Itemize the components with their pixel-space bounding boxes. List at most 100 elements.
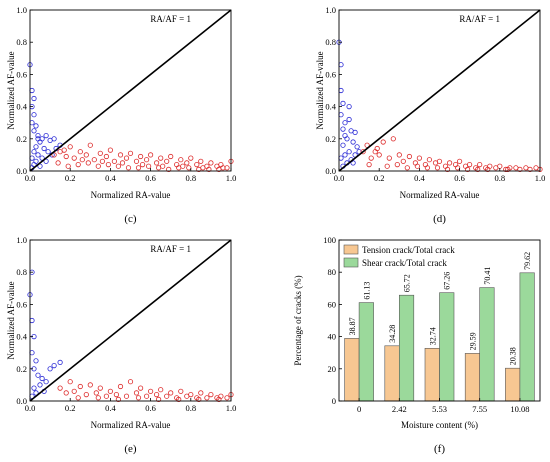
data-point: [198, 390, 204, 396]
data-point: [51, 362, 57, 369]
data-point: [338, 87, 344, 94]
bar-value-label: 61.13: [362, 282, 371, 300]
data-point: [75, 395, 81, 401]
data-point: [475, 166, 481, 172]
ra-af-annotation: RA/AF = 1: [150, 244, 191, 254]
data-point: [396, 152, 402, 158]
plot-frame: [29, 9, 232, 172]
data-point: [376, 152, 382, 158]
y-tick-label: 40: [328, 332, 337, 342]
bar-value-label: 32.74: [428, 327, 437, 345]
data-point: [456, 158, 463, 164]
legend-label: Tension crack/Total crack: [362, 245, 455, 255]
bar: [464, 353, 481, 402]
data-point: [35, 133, 41, 139]
data-point: [115, 163, 122, 169]
data-point: [364, 142, 370, 148]
data-point: [487, 163, 493, 169]
y-tick-label: 1.0: [16, 5, 27, 15]
data-point: [354, 144, 360, 150]
data-point: [497, 163, 503, 169]
diagonal-line: [29, 239, 232, 402]
data-point: [29, 87, 35, 94]
bar: [424, 347, 440, 402]
data-point: [133, 158, 140, 164]
data-point: [57, 359, 63, 365]
data-point: [346, 149, 352, 155]
y-tick-label: 0.2: [16, 364, 27, 374]
data-point: [29, 120, 35, 126]
x-tick-label: 0.8: [185, 403, 196, 413]
data-point: [123, 155, 130, 161]
data-point: [41, 145, 47, 152]
data-point: [414, 163, 420, 169]
x-tick-label: 0.8: [185, 173, 196, 183]
data-point: [95, 395, 101, 401]
x-tick-label: 0.6: [454, 173, 465, 183]
data-point: [117, 152, 124, 158]
data-point: [107, 147, 114, 153]
x-tick-label: 0.2: [65, 173, 76, 183]
y-axis-label: Normalized AF-value: [315, 51, 325, 129]
x-tick-label: 0.0: [334, 173, 345, 183]
data-point: [200, 165, 206, 171]
data-point: [63, 153, 69, 160]
data-point: [91, 157, 97, 163]
data-point: [29, 350, 35, 356]
y-tick-label: 0.4: [16, 102, 27, 112]
data-point: [220, 165, 226, 171]
y-tick-label: 0: [332, 396, 336, 406]
data-point: [380, 139, 386, 145]
bar-value-label: 29.59: [468, 332, 477, 350]
panel-label: (f): [434, 443, 445, 455]
y-axis-label: Normalized AF-value: [6, 281, 16, 359]
plot-frame: [338, 9, 541, 172]
data-point: [424, 165, 430, 171]
x-tick-label: 1.0: [226, 173, 237, 183]
data-point: [338, 112, 344, 118]
y-tick-label: 0.6: [16, 299, 27, 309]
data-point: [416, 155, 422, 161]
data-point: [29, 155, 35, 161]
scatter-panel-c: 0.0 0.2 0.4 0.6 0.8 1.0 0.0 0.2 0.4 0.6 0.8 1.0 RA/A…: [6, 5, 236, 200]
diagonal-line: [29, 9, 232, 172]
data-point: [196, 396, 202, 402]
data-point: [135, 165, 142, 171]
data-point: [29, 317, 35, 324]
legend-label: Shear crack/Total crack: [362, 258, 447, 268]
bar: [398, 294, 415, 402]
legend-swatch: [343, 257, 359, 268]
data-point: [454, 165, 461, 171]
data-point: [218, 162, 224, 168]
data-point: [342, 120, 348, 126]
data-point: [67, 379, 73, 385]
data-point: [466, 162, 473, 168]
data-point: [119, 160, 126, 166]
data-point: [527, 166, 533, 172]
bar-value-label: 34.28: [388, 325, 397, 343]
x-tick-label: 2.42: [392, 404, 407, 414]
legend-swatch: [343, 244, 359, 255]
y-tick-label: 100: [323, 235, 336, 245]
x-tick-label: 10.08: [510, 404, 529, 414]
data-point: [63, 390, 69, 396]
data-point: [204, 395, 210, 401]
data-point: [138, 385, 144, 391]
data-point: [342, 152, 348, 158]
data-point: [31, 385, 37, 391]
x-tick-label: 0.0: [25, 403, 36, 413]
bar: [505, 367, 521, 402]
data-point: [83, 391, 89, 398]
data-point: [31, 112, 37, 118]
data-point: [99, 158, 106, 164]
data-point: [156, 396, 162, 402]
data-point: [144, 157, 150, 163]
data-point: [485, 166, 491, 172]
x-tick-label: 1.0: [226, 403, 237, 413]
data-point: [444, 166, 451, 172]
data-point: [117, 383, 124, 390]
data-point: [148, 388, 154, 394]
data-point: [434, 165, 441, 171]
data-point: [79, 157, 85, 163]
